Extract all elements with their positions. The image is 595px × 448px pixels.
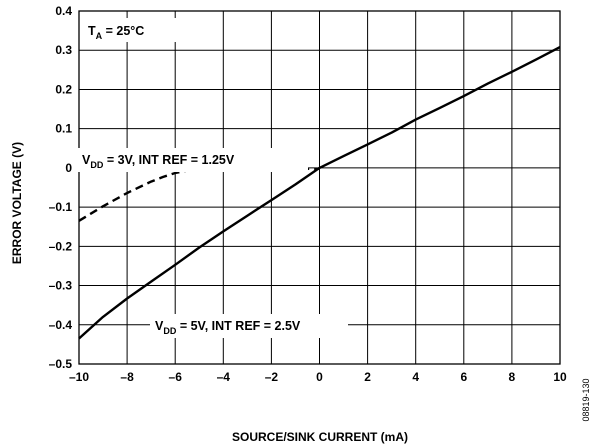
- y-tick-label: –0.2: [49, 239, 73, 253]
- annotation-3v-label: VDD = 3V, INT REF = 1.25V: [82, 153, 235, 170]
- y-tick-label: –0.1: [49, 200, 73, 214]
- annotation-3v-rest: = 3V, INT REF = 1.25V: [103, 153, 235, 167]
- annotation-5v-label: VDD = 5V, INT REF = 2.5V: [155, 319, 301, 336]
- x-tick-label: –8: [120, 370, 134, 384]
- x-tick-label: –10: [69, 370, 89, 384]
- annotation-5v-rest: = 5V, INT REF = 2.5V: [176, 319, 301, 333]
- series-line-vdd-3v: [78, 167, 320, 222]
- annotation-temp-bg: [83, 18, 179, 42]
- x-tick-label: 8: [509, 370, 516, 384]
- x-tick-label: 10: [553, 370, 567, 384]
- y-tick-labels: –0.5 –0.4 –0.3 –0.2 –0.1 0 0.1 0.2 0.3 0.4: [49, 4, 73, 371]
- annotation-5v-bg: [150, 314, 348, 338]
- annotation-3v-main: V: [82, 153, 91, 167]
- annotation-5v-sub: DD: [163, 326, 176, 336]
- x-tick-label: 6: [460, 370, 467, 384]
- annotation-3v-sub: DD: [90, 160, 103, 170]
- x-tick-label: –4: [217, 370, 231, 384]
- x-tick-label: 4: [412, 370, 419, 384]
- x-tick-label: –2: [265, 370, 279, 384]
- y-tick-label: –0.5: [49, 357, 73, 371]
- annotation-temp-main: T: [88, 24, 96, 38]
- figure-id: 08819-130: [581, 378, 591, 421]
- x-axis-title: SOURCE/SINK CURRENT (mA): [232, 430, 408, 444]
- grid: [78, 10, 561, 365]
- annotation-temp-rest: = 25°C: [102, 24, 144, 38]
- x-tick-label: –6: [169, 370, 183, 384]
- x-tick-label: 2: [364, 370, 371, 384]
- annotation-temp: TA = 25°C: [88, 24, 144, 41]
- y-tick-label: –0.3: [49, 279, 73, 293]
- y-tick-label: 0: [65, 161, 72, 175]
- y-tick-label: 0.1: [55, 122, 72, 136]
- y-tick-label: 0.3: [55, 43, 72, 57]
- y-tick-label: 0.4: [55, 4, 72, 18]
- annotation-3v-bg: [78, 148, 308, 172]
- x-tick-label: 0: [316, 370, 323, 384]
- y-tick-label: 0.2: [55, 82, 72, 96]
- series-line-vdd-5v: [78, 46, 561, 340]
- y-axis-title: ERROR VOLTAGE (V): [10, 142, 24, 264]
- plot-frame: [78, 10, 561, 365]
- annotation-temp-sub: A: [96, 31, 103, 41]
- x-tick-labels: –10 –8 –6 –4 –2 0 2 4 6 8 10: [69, 370, 567, 384]
- y-tick-label: –0.4: [49, 318, 73, 332]
- annotation-5v-main: V: [155, 319, 164, 333]
